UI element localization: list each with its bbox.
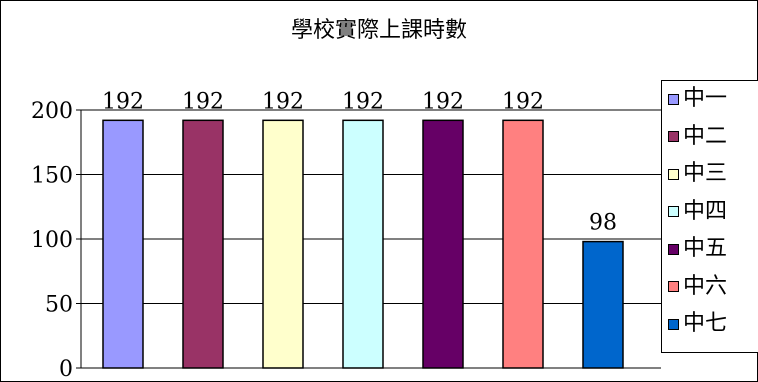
data-label: 192 xyxy=(262,89,304,114)
legend-swatch xyxy=(668,131,679,142)
legend-swatch xyxy=(668,281,679,292)
y-tick-label: 100 xyxy=(31,228,73,253)
legend-item: 中七 xyxy=(668,312,727,336)
y-tick-label: 50 xyxy=(45,293,73,318)
legend-label: 中一 xyxy=(683,86,728,111)
bar-中四 xyxy=(342,119,384,369)
data-label: 192 xyxy=(182,89,224,114)
legend-item: 中五 xyxy=(668,237,727,261)
legend-item: 中四 xyxy=(668,198,728,224)
legend: 中一中二中三中四中五中六中七 xyxy=(661,80,758,353)
bar-中五 xyxy=(422,119,464,369)
legend-item: 中三 xyxy=(668,162,727,186)
data-label: 192 xyxy=(502,89,544,114)
bar-中六 xyxy=(502,119,544,369)
data-label: 192 xyxy=(102,89,144,114)
bar-中三 xyxy=(262,119,304,369)
legend-label: 中五 xyxy=(683,236,728,261)
legend-swatch xyxy=(668,243,679,255)
legend-label: 中七 xyxy=(683,311,728,336)
legend-item: 中一 xyxy=(668,87,727,111)
data-labels: 192 192 192 192 192 192 98 xyxy=(102,89,617,235)
data-label: 192 xyxy=(342,89,384,114)
legend-label: 中三 xyxy=(683,161,728,186)
legend-swatch xyxy=(668,93,679,105)
legend-label: 中六 xyxy=(683,273,728,299)
bars xyxy=(102,119,624,369)
chart-title: 學校實際上課時數 xyxy=(290,18,467,43)
y-tick-label: 0 xyxy=(59,357,73,382)
legend-swatch xyxy=(668,206,679,217)
y-tick-label: 150 xyxy=(31,164,73,189)
legend-swatch xyxy=(668,318,679,330)
bar-中一 xyxy=(102,119,144,369)
axes: 0 50 100 150 200 xyxy=(31,99,661,382)
legend-item: 中六 xyxy=(668,273,728,299)
y-tick-label: 200 xyxy=(31,99,73,124)
legend-label: 中四 xyxy=(683,198,728,224)
data-label: 192 xyxy=(422,89,464,114)
legend-item: 中二 xyxy=(668,123,728,149)
bar-中二 xyxy=(182,119,224,369)
legend-swatch xyxy=(668,168,679,180)
legend-label: 中二 xyxy=(683,123,728,149)
data-label: 98 xyxy=(589,211,617,236)
bar-中七 xyxy=(582,240,624,369)
